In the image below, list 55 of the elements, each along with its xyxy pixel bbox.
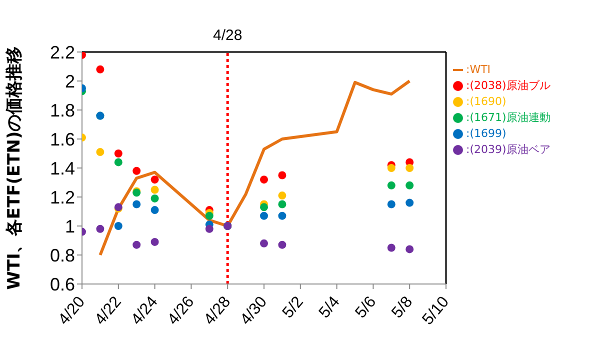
point [387, 200, 396, 208]
point [132, 200, 141, 208]
y-tick-label: 1.8 [50, 100, 75, 120]
ref-line-label: 4/28 [213, 27, 242, 44]
x-tick-label: 5/8 [388, 293, 416, 322]
point [260, 203, 268, 212]
point [96, 65, 104, 74]
point [132, 240, 141, 249]
point [387, 244, 396, 252]
point [205, 212, 214, 220]
y-tick-label: 0.8 [50, 245, 75, 266]
point [260, 176, 268, 184]
point [150, 186, 159, 194]
y-tick-label: 2.2 [50, 42, 75, 62]
point [132, 166, 141, 175]
y-axis-title: WTI、各ETF(ETN)の価格推移 [4, 46, 26, 290]
y-tick-label: 1.4 [50, 158, 75, 178]
point [150, 194, 159, 202]
point [114, 158, 122, 166]
legend-label: :(1699) [466, 126, 506, 142]
point [406, 181, 414, 190]
y-tick-label: 1.2 [50, 187, 75, 208]
point [260, 212, 268, 220]
point [278, 200, 286, 208]
x-tick-label: 5/4 [316, 293, 344, 322]
point [278, 192, 286, 200]
legend-label: :(2039)原油ベア [466, 142, 550, 158]
point [96, 224, 104, 233]
point [387, 181, 396, 190]
y-tick-label: 1 [64, 216, 75, 236]
legend-label: :(1690) [466, 94, 506, 110]
point [96, 148, 104, 156]
point [406, 245, 414, 254]
point [278, 171, 286, 180]
legend-label: :(2038)原油ブル [466, 78, 550, 94]
y-tick-label: 1.6 [50, 129, 75, 150]
point [150, 206, 159, 214]
point [406, 164, 414, 172]
x-tick-label: 5/2 [280, 293, 307, 322]
y-tick-label: 2 [64, 71, 75, 92]
y-tick-label: 0.6 [50, 274, 75, 294]
point [260, 239, 268, 248]
point [205, 224, 214, 233]
point [114, 222, 122, 230]
point [150, 176, 159, 184]
point [406, 198, 414, 207]
point [278, 240, 286, 249]
point [278, 212, 286, 220]
line-series [98, 80, 412, 256]
point [114, 150, 122, 158]
legend-label: :WTI [466, 62, 491, 78]
x-tick-label: 5/6 [352, 293, 380, 322]
point [387, 164, 396, 172]
legend-label: :(1671)原油連動 [466, 110, 550, 126]
point [150, 238, 159, 246]
